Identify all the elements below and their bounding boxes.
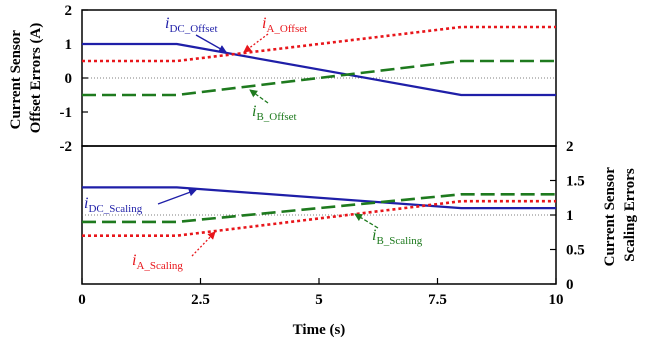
bottom-series-group [82,186,556,237]
top-y-tick-label: -1 [60,105,73,121]
annotation-ia-scaling-main: i [132,252,136,269]
annotation-idc-scaling-arrow [157,188,197,205]
top-series-group [82,25,556,97]
x-axis-label: Time (s) [293,322,346,338]
bottom-panel: 2 1.5 1 0.5 0 0 2.5 5 7.5 10 Current Sensor Scal… [78,139,638,338]
annotation-ia-offset: iA_Offset [262,15,307,35]
x-tick-label: 10 [549,292,564,308]
bottom-y-tick-label: 0.5 [566,243,585,259]
annotation-ib-scaling-main: i [372,227,376,244]
series-line-idc-bottom [82,186,556,210]
annotation-idc-scaling-sub: DC_Scaling [88,203,142,215]
x-tick-label: 5 [315,292,323,308]
bottom-y-ticks: 2 1.5 1 0.5 0 [550,139,585,293]
bottom-y-tick-label: 1.5 [566,174,585,190]
annotation-ib-scaling-arrow [354,213,379,229]
bottom-x-ticks: 0 2.5 5 7.5 10 [78,278,564,308]
x-tick-label: 2.5 [191,292,210,308]
bottom-y-tick-label: 0 [566,277,574,293]
annotation-ib-offset: iB_Offset [252,103,297,123]
top-y-tick-label: 2 [65,3,73,19]
series-line-ia-top [82,25,556,63]
bottom-y-tick-label: 2 [566,139,574,155]
top-panel: 2 1 0 -1 -2 Current Sensor Offset Errors (A)… [8,3,557,155]
annotation-idc-offset-main: i [165,15,169,32]
bottom-y-tick-label: 1 [566,208,574,224]
annotation-idc-offset: iDC_Offset [165,15,218,35]
bottom-y-axis-label: Current Sensor Scaling Errors [602,164,638,267]
bottom-y-axis-label-line1: Current Sensor [602,167,618,267]
annotation-ia-scaling: iA_Scaling [132,252,183,272]
annotation-ib-offset-sub: B_Offset [256,111,296,123]
annotation-ia-offset-main: i [262,15,266,32]
series-line-ib-top [82,59,556,97]
annotation-ia-offset-sub: A_Offset [266,23,307,35]
series-line-idc-top [82,42,556,97]
series-line-ib-bottom [82,193,556,224]
annotation-ia-scaling-arrow [191,231,216,257]
top-y-axis-label-line1: Current Sensor [8,30,24,130]
series-line-ia-bottom [82,199,556,237]
annotation-ib-offset-arrow [249,89,269,104]
x-tick-label: 0 [78,292,86,308]
top-y-axis-label-line2: Offset Errors (A) [28,23,44,134]
top-y-tick-label: -2 [60,139,73,155]
annotation-ib-offset-main: i [252,103,256,120]
top-y-tick-label: 1 [65,37,73,53]
annotation-idc-offset-sub: DC_Offset [169,23,217,35]
annotation-idc-scaling-main: i [84,195,88,212]
annotation-ia-offset-arrow [243,33,269,53]
top-y-tick-label: 0 [65,71,73,87]
annotation-ib-scaling-sub: B_Scaling [376,235,422,247]
bottom-y-axis-label-line2: Scaling Errors [622,168,638,262]
x-tick-label: 7.5 [428,292,447,308]
top-y-axis-label: Current Sensor Offset Errors (A) [8,23,44,134]
top-y-ticks: 2 1 0 -1 -2 [60,3,88,155]
annotation-idc-scaling: iDC_Scaling [84,195,143,215]
annotation-ia-scaling-sub: A_Scaling [136,260,183,272]
annotation-idc-offset-arrow [195,34,227,53]
annotation-ib-scaling: iB_Scaling [372,227,423,247]
